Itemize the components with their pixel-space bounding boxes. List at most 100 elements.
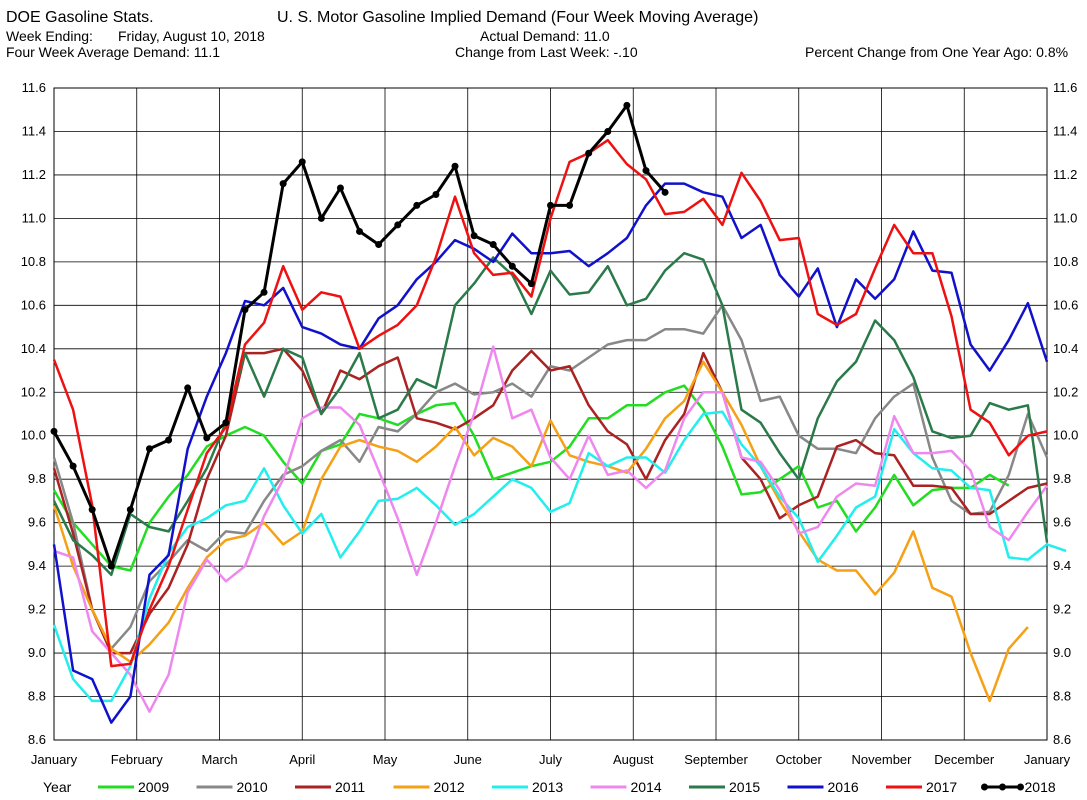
series-line-2016 bbox=[52, 182, 1049, 724]
y-tick-label: 10.8 bbox=[21, 254, 46, 269]
y-tick-label: 9.2 bbox=[1053, 602, 1071, 617]
point-2018 bbox=[279, 180, 287, 188]
week-ending-label: Week Ending: bbox=[6, 28, 93, 44]
point-2018 bbox=[432, 190, 440, 198]
x-tick-label: July bbox=[539, 752, 563, 767]
y-tick-label: 11.0 bbox=[22, 210, 46, 225]
point-2018 bbox=[566, 201, 574, 209]
point-2018 bbox=[317, 214, 325, 222]
x-tick-label: October bbox=[776, 752, 823, 767]
y-tick-label: 10.8 bbox=[1053, 254, 1078, 269]
x-tick-label: March bbox=[201, 752, 237, 767]
legend-marker bbox=[1017, 783, 1024, 791]
y-tick-label: 9.0 bbox=[1053, 645, 1071, 660]
y-tick-label: 11.2 bbox=[1053, 167, 1077, 182]
legend: Year 2009 2010 2011 2012 2013 2014 2015 2016 2017… bbox=[43, 779, 1056, 795]
series-line-2015 bbox=[52, 251, 1049, 577]
x-tick-label: April bbox=[289, 752, 315, 767]
series-line-2010 bbox=[52, 304, 1049, 650]
series-line-2017 bbox=[52, 138, 1048, 668]
y-tick-label: 10.4 bbox=[1053, 341, 1078, 356]
y-tick-label: 10.4 bbox=[21, 341, 46, 356]
y-axis-left: 8.6 8.8 9.0 9.2 9.4 9.6 9.8 10.0 10.2 10.4 10.6 10.… bbox=[21, 80, 46, 747]
point-2018 bbox=[642, 167, 650, 175]
y-tick-label: 9.8 bbox=[1053, 471, 1071, 486]
point-2018 bbox=[126, 506, 134, 514]
chart-title: U. S. Motor Gasoline Implied Demand (Fou… bbox=[277, 9, 759, 26]
point-2018 bbox=[69, 462, 77, 470]
point-2018 bbox=[222, 419, 230, 427]
y-tick-label: 8.8 bbox=[28, 689, 46, 704]
y-tick-label: 8.6 bbox=[1053, 732, 1071, 747]
week-ending-value: Friday, August 10, 2018 bbox=[118, 28, 265, 44]
point-2018 bbox=[375, 240, 383, 248]
y-tick-label: 11.2 bbox=[22, 167, 46, 182]
x-tick-label: May bbox=[373, 752, 398, 767]
point-2018 bbox=[661, 188, 669, 196]
point-2018 bbox=[623, 101, 631, 109]
series-line-2011 bbox=[52, 347, 1048, 655]
y-tick-label: 11.4 bbox=[22, 123, 46, 138]
point-2018 bbox=[585, 149, 593, 157]
plot-area-border bbox=[53, 87, 1048, 741]
y-tick-label: 8.6 bbox=[28, 732, 46, 747]
legend-label-2011: 2011 bbox=[335, 779, 365, 795]
legend-marker bbox=[981, 783, 988, 791]
y-axis-right: 8.6 8.8 9.0 9.2 9.4 9.6 9.8 10.0 10.2 10.4 10.6 10.… bbox=[1053, 80, 1078, 747]
x-axis: January February March April May June July Augu… bbox=[31, 752, 1071, 767]
x-tick-label: December bbox=[934, 752, 995, 767]
y-tick-label: 10.0 bbox=[1053, 428, 1078, 443]
y-tick-label: 11.6 bbox=[22, 80, 46, 95]
y-tick-label: 9.2 bbox=[28, 602, 46, 617]
y-tick-label: 10.6 bbox=[21, 297, 46, 312]
legend-label-2012: 2012 bbox=[434, 779, 465, 795]
y-tick-label: 9.8 bbox=[28, 471, 46, 486]
y-tick-label: 9.6 bbox=[1053, 515, 1071, 530]
source-title: DOE Gasoline Stats. bbox=[6, 9, 154, 26]
y-tick-label: 8.8 bbox=[1053, 689, 1071, 704]
x-tick-label: November bbox=[852, 752, 913, 767]
point-2018 bbox=[604, 127, 612, 135]
point-2018 bbox=[356, 227, 364, 235]
point-2018 bbox=[547, 201, 554, 209]
legend-label-2016: 2016 bbox=[828, 779, 859, 795]
series-line-2012 bbox=[52, 360, 1029, 703]
y-tick-label: 10.0 bbox=[21, 428, 46, 443]
y-tick-label: 11.6 bbox=[1053, 80, 1077, 95]
point-2018 bbox=[88, 506, 96, 514]
y-tick-label: 10.6 bbox=[1053, 297, 1078, 312]
series-line-2018 bbox=[52, 103, 667, 568]
point-2018 bbox=[165, 436, 173, 444]
series-line-2014 bbox=[53, 345, 1049, 713]
y-tick-label: 10.2 bbox=[1053, 384, 1078, 399]
legend-label-2018: 2018 bbox=[1025, 779, 1056, 795]
y-tick-label: 11.0 bbox=[1053, 210, 1077, 225]
point-2018 bbox=[203, 434, 211, 442]
change-from-last-week: Change from Last Week: -.10 bbox=[455, 44, 638, 60]
legend-label-2015: 2015 bbox=[729, 779, 760, 795]
y-tick-label: 11.4 bbox=[1053, 123, 1077, 138]
series-lines bbox=[50, 101, 1067, 724]
legend-title: Year bbox=[43, 779, 72, 795]
point-2018 bbox=[489, 240, 497, 248]
point-2018 bbox=[413, 201, 421, 209]
x-tick-label: February bbox=[111, 752, 164, 767]
x-tick-label: June bbox=[454, 752, 482, 767]
point-2018 bbox=[470, 232, 478, 240]
y-tick-label: 9.4 bbox=[28, 558, 46, 573]
point-2018 bbox=[260, 288, 268, 296]
point-2018 bbox=[336, 184, 344, 192]
x-tick-label: August bbox=[613, 752, 654, 767]
point-2018 bbox=[451, 162, 459, 170]
legend-label-2013: 2013 bbox=[532, 779, 563, 795]
y-tick-label: 9.4 bbox=[1053, 558, 1071, 573]
x-tick-label: January bbox=[31, 752, 78, 767]
point-2018 bbox=[394, 221, 402, 229]
point-2018 bbox=[241, 306, 249, 314]
series-line-2013 bbox=[52, 410, 1067, 703]
point-2018 bbox=[50, 427, 58, 435]
actual-demand: Actual Demand: 11.0 bbox=[480, 28, 610, 44]
legend-label-2010: 2010 bbox=[237, 779, 268, 795]
legend-label-2009: 2009 bbox=[138, 779, 169, 795]
